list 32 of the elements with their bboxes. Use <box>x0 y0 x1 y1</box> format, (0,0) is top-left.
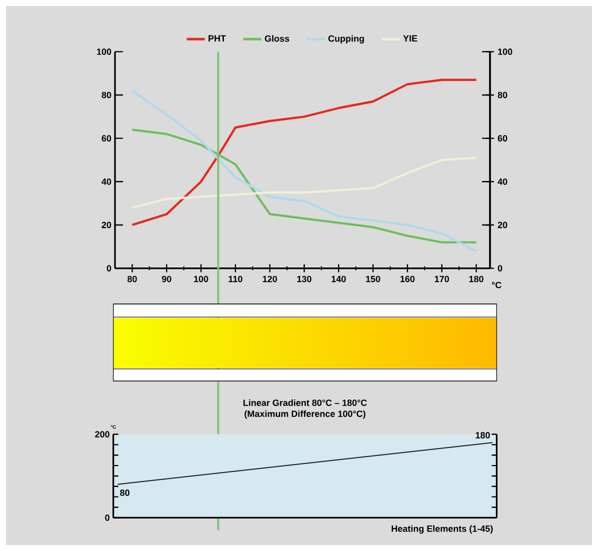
data-label: 80 <box>120 490 130 496</box>
x-tick-label: 180 <box>469 276 484 282</box>
chart-subtitle: (Maximum Difference 100°C) <box>244 410 366 419</box>
x-tick-label: 110 <box>228 276 242 282</box>
x-tick-label: 140 <box>332 276 346 282</box>
x-tick-label: 120 <box>262 276 277 282</box>
y-tick-label: 20 <box>498 222 508 228</box>
x-tick-label: 160 <box>400 276 415 282</box>
legend-label: YIE <box>403 35 418 42</box>
x-tick-label: 100 <box>194 276 208 282</box>
line-series <box>131 90 478 252</box>
x-axis-title: Heating Elements (1-45) <box>392 525 493 534</box>
x-tick-label: 90 <box>162 276 172 282</box>
x-axis-title: °C <box>492 282 502 288</box>
line-series <box>131 128 478 244</box>
y-tick-label: 0 <box>498 265 502 272</box>
x-tick-label: 170 <box>434 276 449 282</box>
x-tick-label: 130 <box>297 276 312 282</box>
legend-label: Cupping <box>328 35 364 44</box>
x-tick-label: 150 <box>366 276 380 282</box>
y-tick-label: 100 <box>498 48 512 55</box>
chart-title: Linear Gradient 80°C – 180°C <box>243 399 367 406</box>
x-tick-label: 80 <box>127 276 137 282</box>
line-series <box>131 78 478 226</box>
y-tick-label: 200 <box>95 431 110 438</box>
y-tick-label: 40 <box>498 178 508 185</box>
y-tick-label: 80 <box>498 92 508 98</box>
legend-label: Gloss <box>264 35 290 42</box>
y-tick-label: 60 <box>498 135 508 142</box>
data-label: 180 <box>476 432 490 438</box>
legend-label: PHT <box>208 35 226 42</box>
line-series <box>131 156 478 209</box>
